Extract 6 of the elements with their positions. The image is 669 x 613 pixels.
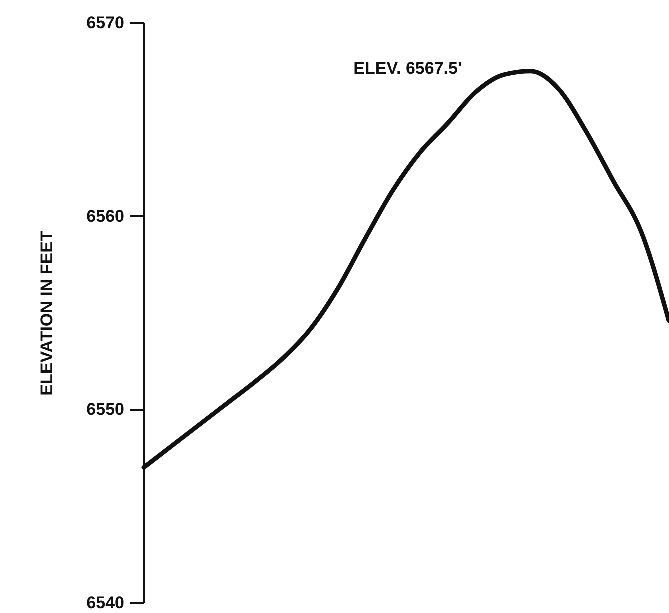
y-tick-label: 6560 <box>86 206 124 226</box>
y-tick-label: 6570 <box>86 14 124 32</box>
y-tick-label: 6540 <box>86 594 124 612</box>
annotation: ELEV. 6567.5' <box>354 59 462 78</box>
y-tick-label: 6550 <box>86 400 124 420</box>
y-axis-title: ELEVATION IN FEET <box>38 230 57 396</box>
